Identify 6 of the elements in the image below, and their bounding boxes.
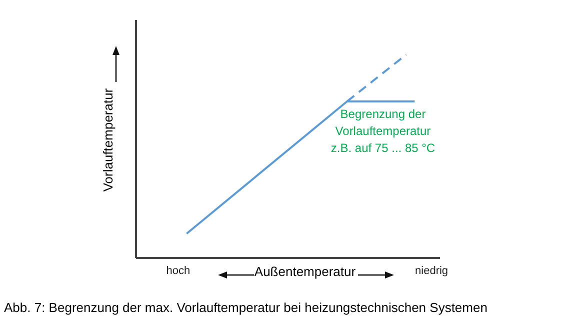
x-tick-label: niedrig bbox=[415, 264, 448, 277]
y-axis-title: Vorlauftemperatur bbox=[100, 88, 116, 192]
text: Abb. 7: Begrenzung der max. Vorlauftemperatur bei heizungstechnischen Systemen bbox=[4, 300, 488, 315]
annotation: Begrenzung der Vorlauftemperatur z.B. auf 75 ... 85 °C bbox=[330, 106, 436, 157]
x-axis-title: Außentemperatur bbox=[253, 264, 357, 279]
x-tick-label: hoch bbox=[166, 264, 190, 277]
